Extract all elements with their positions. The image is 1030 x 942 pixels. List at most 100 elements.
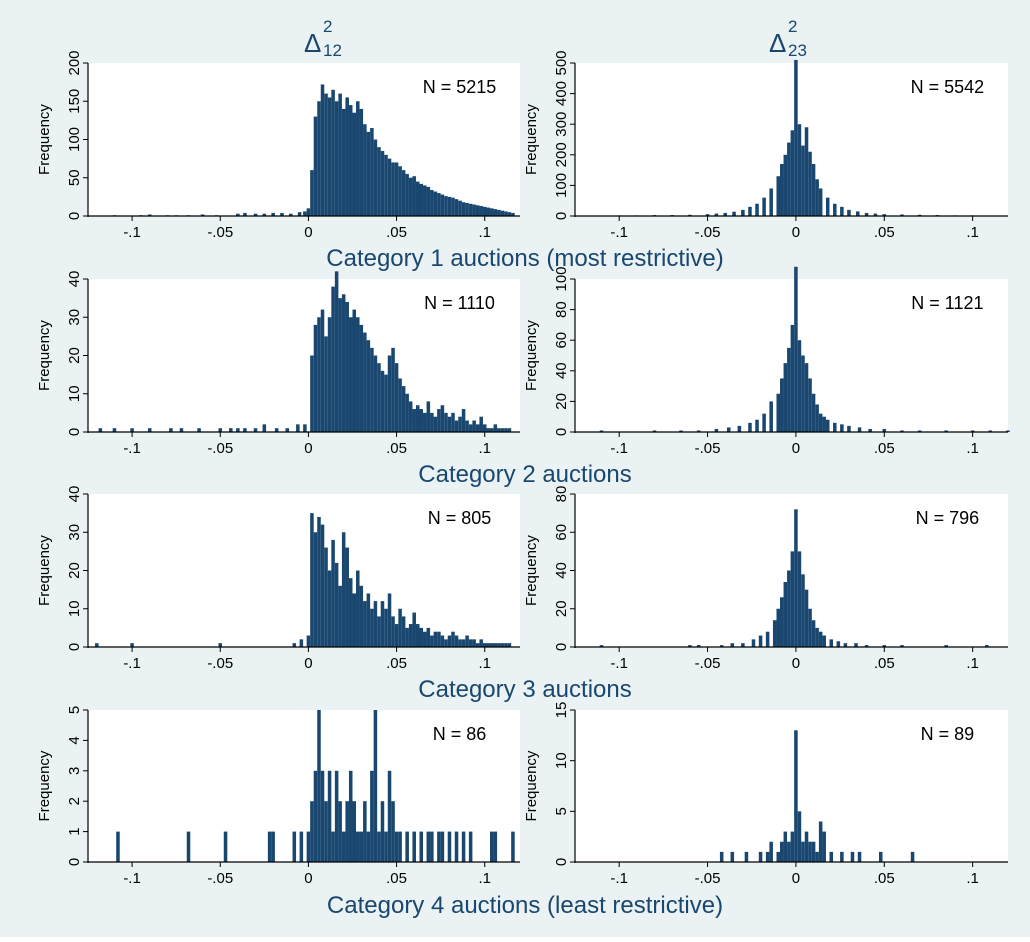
histogram-bar [374, 356, 378, 433]
histogram-bar [494, 424, 498, 432]
histogram-bar [784, 363, 788, 432]
histogram-bar [405, 628, 409, 647]
histogram-bar [451, 198, 455, 216]
histogram-bar [833, 204, 837, 216]
row-title-2: Category 2 auctions [418, 461, 631, 488]
histogram-bar [377, 363, 381, 432]
histogram-bar [458, 417, 462, 432]
histogram-bar [388, 356, 392, 433]
histogram-bar [787, 571, 791, 648]
histogram-bar [455, 199, 459, 216]
histogram-bar [328, 771, 332, 862]
histogram-bar [317, 317, 321, 432]
x-tick-label: -.05 [207, 440, 233, 457]
histogram-bar [791, 551, 795, 647]
histogram-bar [430, 413, 434, 432]
y-axis-title: Frequency [36, 750, 53, 821]
y-tick-label: 60 [553, 332, 570, 349]
histogram-bar [858, 852, 862, 862]
histogram-bar [727, 427, 731, 432]
histogram-bar [465, 203, 469, 216]
histogram-bar [324, 94, 328, 216]
histogram-bar [787, 842, 791, 862]
histogram-bar [356, 317, 360, 432]
histogram-bar [808, 152, 812, 216]
histogram-bar [370, 128, 374, 216]
histogram-bar [338, 94, 342, 216]
histogram-bar [780, 597, 784, 647]
histogram-bar [391, 801, 395, 862]
histogram-bar [314, 771, 318, 862]
histogram-bar [409, 178, 413, 216]
histogram-bar [462, 202, 466, 216]
histogram-bar [780, 842, 784, 862]
y-tick-label: 0 [66, 212, 83, 220]
histogram-bar [448, 417, 452, 432]
histogram-bar [812, 842, 816, 862]
x-tick-label: 0 [792, 224, 800, 241]
x-tick-label: .05 [386, 870, 407, 887]
histogram-bar [776, 609, 780, 647]
histogram-bar [479, 639, 483, 647]
sample-size-label: N = 86 [433, 724, 487, 744]
histogram-bar [331, 287, 335, 432]
histogram-bar [766, 632, 770, 647]
histogram-bar [822, 636, 826, 647]
histogram-bar [444, 639, 448, 647]
histogram-bar [780, 164, 784, 216]
histogram-bar [338, 298, 342, 432]
histogram-bar [321, 771, 325, 862]
histogram-bar [398, 378, 402, 432]
histogram-bar [808, 609, 812, 647]
histogram-bar [427, 628, 431, 647]
histogram-bar [801, 146, 805, 216]
histogram-bar [815, 628, 819, 647]
histogram-bar [345, 801, 349, 862]
histogram-bar [314, 117, 318, 216]
histogram-bar [224, 832, 228, 862]
histogram-bar [784, 155, 788, 216]
histogram-bar [328, 571, 332, 648]
histogram-bar [268, 832, 272, 862]
histogram-bar [395, 624, 399, 647]
histogram-bar [830, 639, 834, 647]
histogram-bar [412, 176, 416, 216]
x-tick-label: .05 [874, 655, 895, 672]
histogram-bar [412, 409, 416, 432]
histogram-bar [360, 832, 364, 862]
x-tick-label: .1 [478, 870, 491, 887]
histogram-bar [405, 394, 409, 432]
y-tick-label: 4 [66, 736, 83, 744]
histogram-bar [263, 424, 267, 432]
histogram-bar [377, 616, 381, 647]
histogram-bar [310, 170, 314, 216]
histogram-bar [812, 620, 816, 647]
y-tick-label: 0 [66, 643, 83, 651]
histogram-bar [805, 590, 809, 647]
histogram-bar [398, 609, 402, 647]
histogram-bar [720, 852, 724, 862]
histogram-bar [745, 852, 749, 862]
x-tick-label: .05 [386, 440, 407, 457]
x-tick-label: -.05 [695, 224, 721, 241]
y-axis-title: Frequency [36, 320, 53, 391]
x-tick-label: .1 [478, 224, 491, 241]
histogram-bar [303, 424, 307, 432]
histogram-bar [830, 852, 834, 862]
histogram-bar [769, 188, 773, 216]
histogram-bar [423, 632, 427, 647]
x-tick-label: 0 [792, 655, 800, 672]
histogram-bar [476, 424, 480, 432]
column-title-2-symbol: Δ [769, 28, 786, 58]
y-tick-label: 150 [66, 89, 83, 114]
histogram-bar [462, 639, 466, 647]
histogram-bar [840, 207, 844, 216]
histogram-bar [773, 620, 777, 647]
y-tick-label: 0 [66, 858, 83, 866]
x-tick-label: .1 [966, 440, 979, 457]
histogram-bar [377, 147, 381, 216]
histogram-bar [419, 184, 423, 216]
histogram-bar [784, 582, 788, 647]
